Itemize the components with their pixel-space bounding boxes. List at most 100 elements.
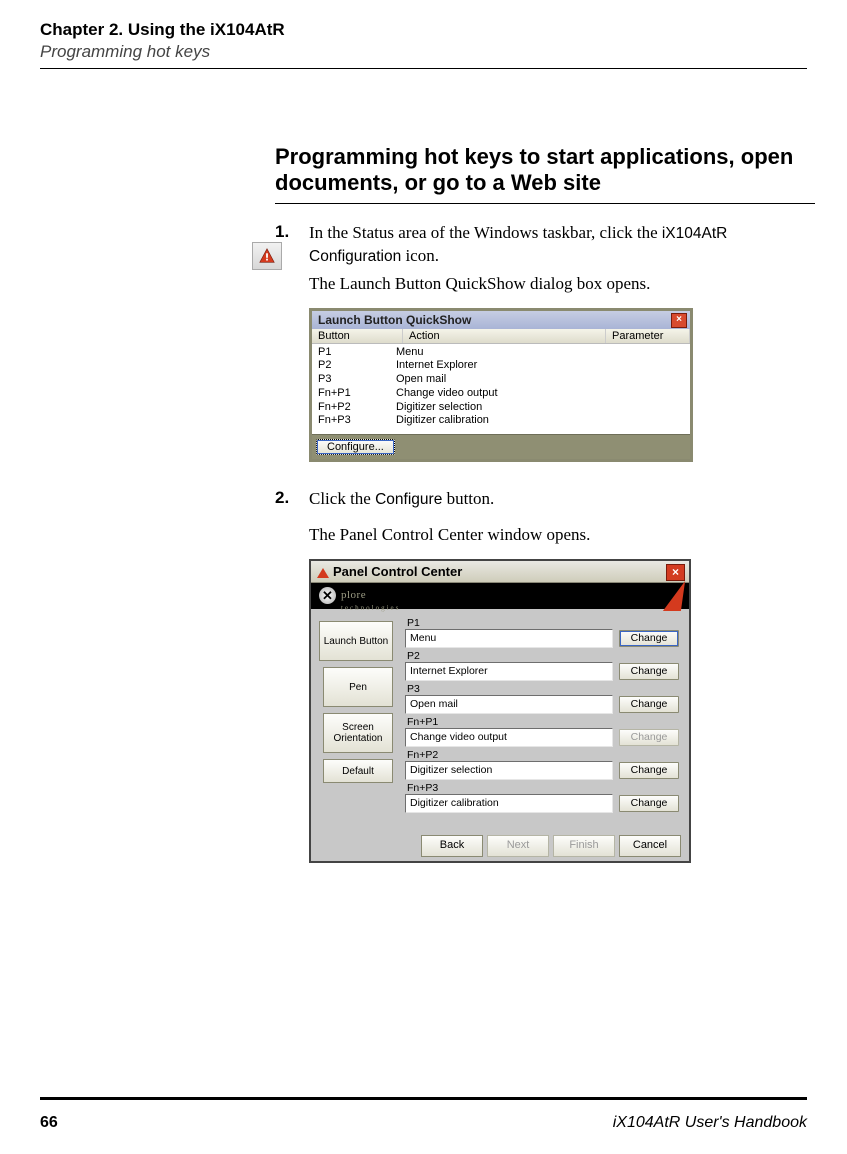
cell-parameter [586, 359, 684, 373]
brand-line1: plore [341, 589, 366, 601]
cell-action: Change video output [396, 387, 586, 401]
pcc-item-field[interactable]: Digitizer calibration [405, 794, 613, 813]
pcc-item: Fn+P3Digitizer calibrationChange [405, 782, 679, 813]
step-2-followup: The Panel Control Center window opens. [309, 525, 815, 545]
cell-action: Digitizer selection [396, 401, 586, 415]
pcc-nav: Back Next Finish Cancel [397, 835, 681, 857]
cell-button: Fn+P1 [318, 387, 396, 401]
tab-screen-orientation[interactable]: Screen Orientation [323, 713, 393, 753]
change-button[interactable]: Change [619, 696, 679, 713]
chapter-title: Chapter 2. Using the iX104AtR [40, 20, 807, 40]
pcc-item-label: P1 [405, 617, 679, 629]
header-rule [40, 68, 807, 69]
cell-action: Menu [396, 346, 586, 360]
cell-action: Digitizer calibration [396, 414, 586, 428]
pcc-item-label: P2 [405, 650, 679, 662]
change-button[interactable]: Change [619, 762, 679, 779]
cell-button: P1 [318, 346, 396, 360]
section-heading: Programming hot keys to start applicatio… [275, 144, 815, 197]
cell-action: Open mail [396, 373, 586, 387]
tab-launch-button[interactable]: Launch Button [319, 621, 393, 661]
cell-parameter [586, 387, 684, 401]
step-2-number: 2. [275, 488, 309, 508]
pcc-item: Fn+P2Digitizer selection Change [405, 749, 679, 780]
warning-icon [252, 242, 282, 270]
cell-action: Internet Explorer [396, 359, 586, 373]
pcc-item-field[interactable]: Change video output [405, 728, 613, 747]
step-1-part-c: icon. [401, 246, 439, 265]
footer-rule [40, 1097, 807, 1100]
brand-logo-icon: ✕ [319, 587, 336, 604]
pcc-item-label: Fn+P1 [405, 716, 679, 728]
table-row[interactable]: P2Internet Explorer [312, 359, 690, 373]
step-1-text: In the Status area of the Windows taskba… [309, 222, 815, 268]
col-action[interactable]: Action [403, 329, 606, 343]
configure-button[interactable]: Configure... [316, 439, 395, 455]
cell-parameter [586, 401, 684, 415]
pcc-item: P3Open mail Change [405, 683, 679, 714]
panel-control-center-dialog: Panel Control Center × ✕ plore technolog… [309, 559, 691, 863]
brand-text: plore technologies [341, 589, 400, 613]
quickshow-columns: Button Action Parameter [312, 329, 690, 344]
close-icon[interactable]: × [666, 564, 685, 581]
pcc-item-field[interactable]: Open mail [405, 695, 613, 714]
cell-button: P3 [318, 373, 396, 387]
table-row[interactable]: P1Menu [312, 346, 690, 360]
table-row[interactable]: Fn+P2Digitizer selection [312, 401, 690, 415]
pcc-panel: P1MenuChangeP2Internet ExplorerChangeP3O… [399, 611, 689, 831]
pcc-tabs: Launch Button Pen Screen Orientation Def… [311, 611, 399, 831]
pcc-item-field[interactable]: Menu [405, 629, 613, 648]
cell-button: Fn+P2 [318, 401, 396, 415]
table-row[interactable]: Fn+P3Digitizer calibration [312, 414, 690, 428]
step-2-part-b: Configure [375, 491, 442, 508]
quickshow-dialog: Launch Button QuickShow × Button Action … [309, 308, 693, 463]
pcc-titlebar: Panel Control Center × [311, 561, 689, 583]
cancel-button[interactable]: Cancel [619, 835, 681, 857]
step-2-part-c: button. [442, 489, 494, 508]
next-button[interactable]: Next [487, 835, 549, 857]
page-number: 66 [40, 1114, 58, 1132]
change-button[interactable]: Change [619, 630, 679, 647]
step-1-followup: The Launch Button QuickShow dialog box o… [309, 274, 815, 294]
col-button[interactable]: Button [312, 329, 403, 343]
quickshow-footer: Configure... [312, 434, 690, 459]
tab-default[interactable]: Default [323, 759, 393, 783]
pcc-brandbar: ✕ plore technologies [311, 583, 689, 609]
step-2: 2. Click the Configure button. [275, 488, 815, 511]
table-row[interactable]: Fn+P1Change video output [312, 387, 690, 401]
pcc-item: P2Internet Explorer Change [405, 650, 679, 681]
brand-triangle-icon [663, 581, 685, 611]
finish-button[interactable]: Finish [553, 835, 615, 857]
cell-button: Fn+P3 [318, 414, 396, 428]
section-subtitle: Programming hot keys [40, 42, 807, 62]
pcc-title-icon [317, 568, 329, 578]
step-1-number: 1. [275, 222, 309, 242]
pcc-item-label: P3 [405, 683, 679, 695]
cell-parameter [586, 373, 684, 387]
quickshow-title-text: Launch Button QuickShow [318, 313, 471, 327]
step-2-text: Click the Configure button. [309, 488, 494, 511]
step-1-part-a: In the Status area of the Windows taskba… [309, 223, 662, 242]
quickshow-body: P1MenuP2Internet ExplorerP3Open mailFn+P… [312, 344, 690, 435]
pcc-item: P1Menu Change [405, 617, 679, 648]
table-row[interactable]: P3Open mail [312, 373, 690, 387]
pcc-item-label: Fn+P2 [405, 749, 679, 761]
heading-rule [275, 203, 815, 204]
change-button[interactable]: Change [619, 795, 679, 812]
change-button[interactable]: Change [619, 663, 679, 680]
cell-button: P2 [318, 359, 396, 373]
change-button: Change [619, 729, 679, 746]
pcc-item-field[interactable]: Internet Explorer [405, 662, 613, 681]
pcc-title-text: Panel Control Center [333, 564, 462, 579]
step-2-part-a: Click the [309, 489, 375, 508]
col-parameter[interactable]: Parameter [606, 329, 690, 343]
pcc-item-field[interactable]: Digitizer selection [405, 761, 613, 780]
close-icon[interactable]: × [671, 313, 687, 328]
step-1: 1. In the Status area of the Windows tas… [275, 222, 815, 268]
pcc-item: Fn+P1Change video output Change [405, 716, 679, 747]
quickshow-titlebar: Launch Button QuickShow × [312, 311, 690, 329]
back-button[interactable]: Back [421, 835, 483, 857]
cell-parameter [586, 346, 684, 360]
cell-parameter [586, 414, 684, 428]
tab-pen[interactable]: Pen [323, 667, 393, 707]
